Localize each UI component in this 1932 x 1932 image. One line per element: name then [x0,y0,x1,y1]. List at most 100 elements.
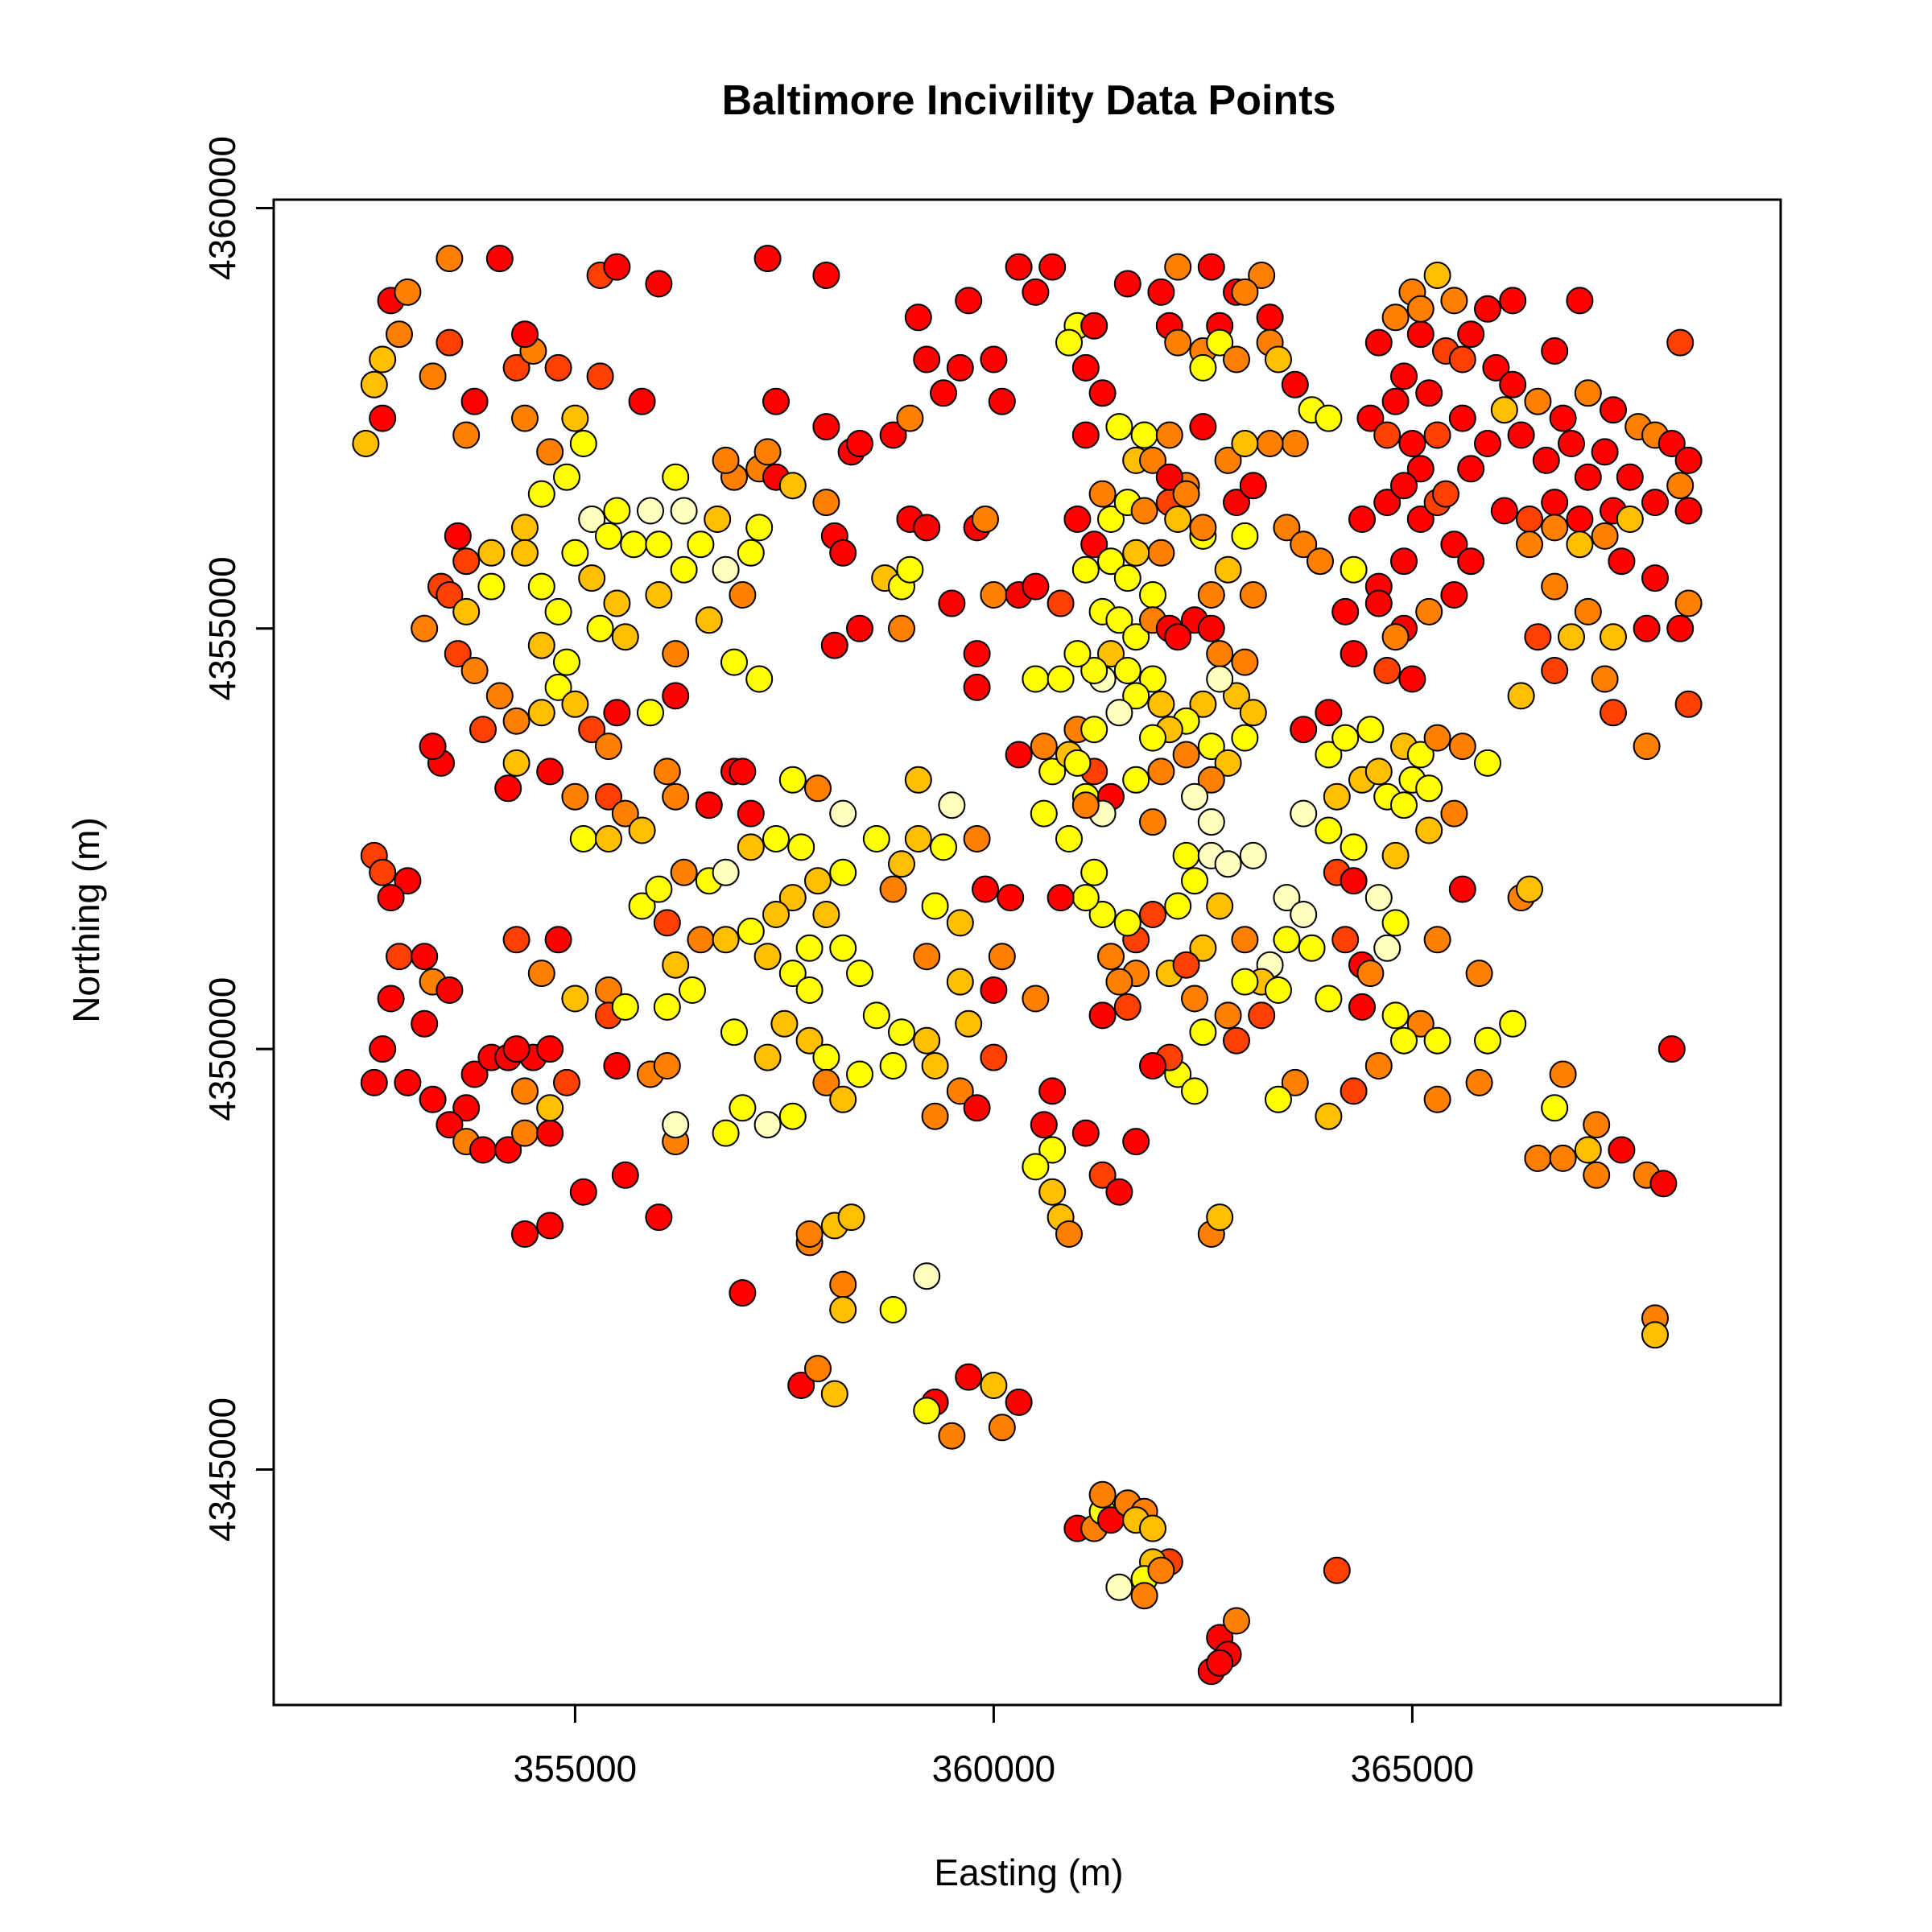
data-point [846,614,873,642]
data-point [1113,909,1141,937]
data-point [1381,1001,1410,1030]
data-point [1071,884,1100,912]
data-point [1046,665,1075,693]
data-point [1331,597,1360,625]
data-point [888,1018,915,1046]
data-point [485,682,514,710]
data-point [812,1068,840,1096]
data-point [804,774,832,803]
data-point [670,858,698,886]
data-point [452,597,481,625]
data-point [1549,1144,1577,1172]
y-tick-label: 4350000 [201,977,243,1121]
data-point [1340,833,1368,861]
data-point [980,581,1008,609]
data-point [1088,379,1117,407]
data-point [1381,303,1410,332]
data-point [1071,1119,1100,1147]
data-point [1231,968,1259,996]
data-point [1674,446,1703,474]
data-point [1022,278,1050,306]
data-point [1080,657,1108,684]
data-point [1465,1068,1493,1096]
data-point [394,867,422,895]
data-point [569,1178,597,1206]
data-point [955,1009,983,1038]
data-point [946,353,974,382]
data-point [1390,362,1418,390]
data-point [904,825,932,852]
data-point [1172,841,1200,869]
data-point [1189,1018,1217,1046]
data-point [1290,716,1318,744]
data-point [527,699,555,727]
data-point [862,1001,890,1030]
data-point [670,555,698,584]
data-point [1105,968,1133,996]
data-point [1666,328,1695,357]
data-point [829,799,857,828]
data-point [511,1077,539,1105]
data-point [578,716,606,744]
data-point [394,1068,422,1096]
data-point [436,581,464,609]
data-point [778,960,807,988]
data-point [603,1052,631,1080]
data-point [1657,1035,1686,1063]
data-point [820,631,848,659]
data-point [544,926,572,954]
data-point [460,657,489,684]
x-tick-label: 355000 [514,1748,638,1790]
data-point [1164,506,1192,533]
data-point [1541,572,1569,601]
data-point [1030,1111,1058,1139]
data-point [1541,489,1569,517]
data-point [502,353,530,382]
data-point [628,816,656,844]
data-point [1139,446,1166,474]
y-tick-label: 4355000 [201,556,243,700]
data-point [1290,530,1318,559]
data-point [1290,799,1318,828]
data-point [1231,278,1259,306]
y-tick-label: 4345000 [201,1397,243,1542]
data-point [1206,665,1234,693]
data-point [1440,799,1468,828]
data-point [778,766,807,794]
data-point [1558,623,1585,651]
data-point [1071,421,1100,449]
data-point [812,901,840,928]
data-point [1005,741,1033,769]
data-point [1566,287,1594,315]
data-point [846,960,873,988]
data-point [913,1026,941,1055]
data-point [1490,497,1518,525]
data-point [645,1203,673,1232]
data-point [436,328,464,357]
data-point [1080,858,1108,886]
data-point [1524,387,1552,415]
data-point [1172,480,1200,508]
data-point [1415,816,1443,844]
data-point [1038,253,1067,281]
data-point [377,985,405,1013]
data-point [469,1136,497,1164]
data-point [1080,530,1108,559]
data-point [972,875,999,903]
data-point [603,497,631,525]
data-point [645,875,673,903]
data-point [1616,463,1644,491]
data-point [829,539,857,567]
data-point [1315,699,1343,727]
data-point [795,1026,824,1055]
y-tick-label: 4360000 [201,136,243,280]
data-point [888,614,915,642]
data-point [1105,699,1133,727]
data-point [1206,1649,1234,1677]
data-point [1046,589,1075,617]
data-point [1298,934,1326,962]
data-point [1323,1556,1351,1584]
data-point [561,404,589,432]
data-point [569,825,597,852]
data-point [846,430,873,457]
